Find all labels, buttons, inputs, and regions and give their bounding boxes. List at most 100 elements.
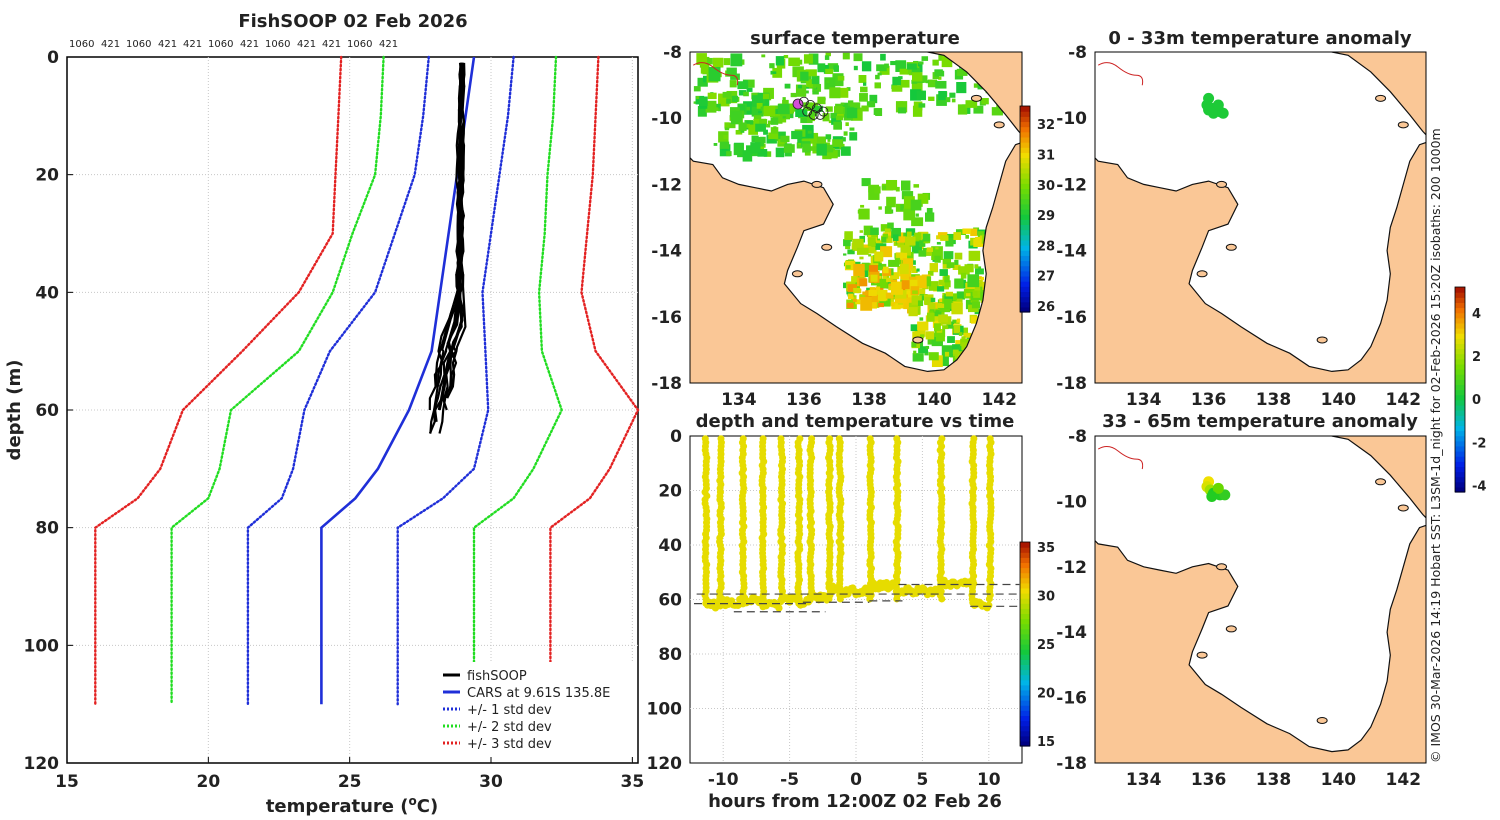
sst-pixel: [973, 105, 984, 114]
sst-pixel: [845, 122, 849, 127]
profile-location-ring: [815, 109, 826, 120]
anomaly-deep-land: [1095, 436, 1426, 763]
sst-pixel: [696, 53, 707, 66]
map-x-tick-label: 136: [1191, 770, 1227, 790]
colorbar-step: [1020, 618, 1030, 625]
colorbar-step: [1020, 593, 1030, 599]
island: [811, 180, 823, 188]
sst-pixel: [890, 282, 903, 295]
colorbar-step: [1455, 358, 1465, 365]
sst-pixel: [816, 143, 827, 156]
sst-pixel: [800, 117, 808, 123]
sst-pixel: [713, 143, 718, 146]
sst-pixel: [919, 240, 926, 247]
sst-pixel: [938, 90, 947, 101]
colorbar-step: [1020, 572, 1030, 579]
colorbar-step: [1455, 384, 1465, 391]
sst-pixel: [954, 278, 964, 289]
sst-pixel: [927, 79, 938, 88]
sst-pixel: [886, 196, 896, 208]
top-label: 1060: [265, 39, 290, 50]
sst-pixel: [925, 345, 930, 349]
sst-pixel: [774, 131, 786, 142]
sst-pixel: [824, 55, 830, 60]
sst-pixel: [951, 98, 956, 103]
sst-pixel: [911, 217, 924, 227]
sst-pixel: [945, 291, 954, 297]
sst-pixel: [808, 53, 819, 65]
colorbar-step: [1020, 214, 1030, 220]
sst-pixel: [859, 93, 868, 102]
sst-pixel: [977, 266, 982, 269]
sst-pixel: [973, 238, 982, 247]
colorbar-step: [1020, 209, 1030, 215]
sst-pixel: [742, 150, 753, 162]
sst-pixel: [825, 68, 834, 75]
colorbar-tick-label: 35: [1037, 541, 1055, 556]
colorbar-step: [1020, 547, 1030, 553]
sst-pixel: [895, 186, 900, 192]
colorbar-step: [1020, 106, 1030, 112]
sst-pixel: [912, 265, 916, 268]
colorbar-step: [1455, 363, 1465, 370]
sst-pixel: [856, 247, 869, 255]
sst-pixel: [877, 72, 882, 76]
colorbar-step: [1455, 410, 1465, 416]
sst-map-panel: surface temperature 134 136 138 140 142 -8 -10…: [651, 28, 1055, 410]
sst-pixel: [825, 52, 831, 57]
top-label: 421: [379, 39, 398, 50]
anomaly-deep-tick-labels: 134 136 138 140 142 -8 -10 -12 -14 -16 -18: [1056, 427, 1421, 790]
sst-pixel: [744, 106, 751, 111]
anomaly-map-shallow: 0 - 33m temperature anomaly 134 136 138 140…: [1056, 28, 1427, 410]
sst-pixel: [767, 120, 773, 125]
island: [1216, 563, 1228, 571]
colorbar-step: [1455, 399, 1465, 406]
sst-pixel: [707, 92, 717, 100]
sst-pixel: [830, 112, 837, 119]
island: [1397, 504, 1409, 512]
sst-pixel: [843, 131, 848, 136]
fishsoop-profile-line: [434, 62, 464, 422]
sst-pixel: [824, 77, 836, 90]
map-y-tick-label: -16: [1056, 308, 1087, 328]
sst-pixel: [813, 105, 823, 112]
sst-pixel: [869, 287, 876, 292]
sst-pixel: [893, 234, 899, 241]
colorbar-step: [1455, 297, 1465, 303]
sst-pixel: [825, 134, 832, 140]
legend-1sd: +/- 1 std dev: [467, 703, 552, 718]
sst-pixel: [883, 266, 889, 274]
profile-title: FishSOOP 02 Feb 2026: [238, 11, 467, 32]
sst-pixel: [700, 64, 709, 74]
sst-pixel: [880, 53, 886, 61]
sst-pixel: [826, 144, 834, 153]
sst-pixel: [910, 89, 922, 101]
sst-pixel: [882, 273, 887, 279]
top-label: 1060: [69, 39, 94, 50]
sst-pixel: [805, 69, 817, 77]
top-label: 421: [240, 39, 259, 50]
sst-pixel: [859, 256, 864, 260]
sst-pixel: [878, 206, 882, 210]
descent-point: [825, 595, 833, 603]
sst-pixel: [817, 96, 826, 105]
sst-pixel: [943, 251, 954, 260]
colorbar-step: [1455, 404, 1465, 411]
sst-pixel: [928, 281, 939, 291]
anomaly-shallow-points: [1201, 92, 1229, 119]
sst-pixel: [912, 331, 922, 342]
sst-pixel: [881, 236, 887, 243]
anomaly-deep-points: [1201, 476, 1231, 502]
colorbar-tick-label: 30: [1037, 589, 1055, 604]
sst-pixel: [853, 287, 861, 294]
sst-pixel: [930, 297, 936, 303]
sst-pixel: [805, 90, 809, 94]
sst-pixel: [826, 150, 838, 159]
colorbar-step: [1455, 425, 1465, 432]
sst-pixel: [886, 277, 893, 283]
x-tick-label: 20: [197, 772, 221, 792]
sst-pixel: [911, 295, 922, 305]
sst-pixel: [973, 83, 980, 88]
colorbar-step: [1020, 608, 1030, 614]
sst-pixel: [802, 115, 813, 124]
